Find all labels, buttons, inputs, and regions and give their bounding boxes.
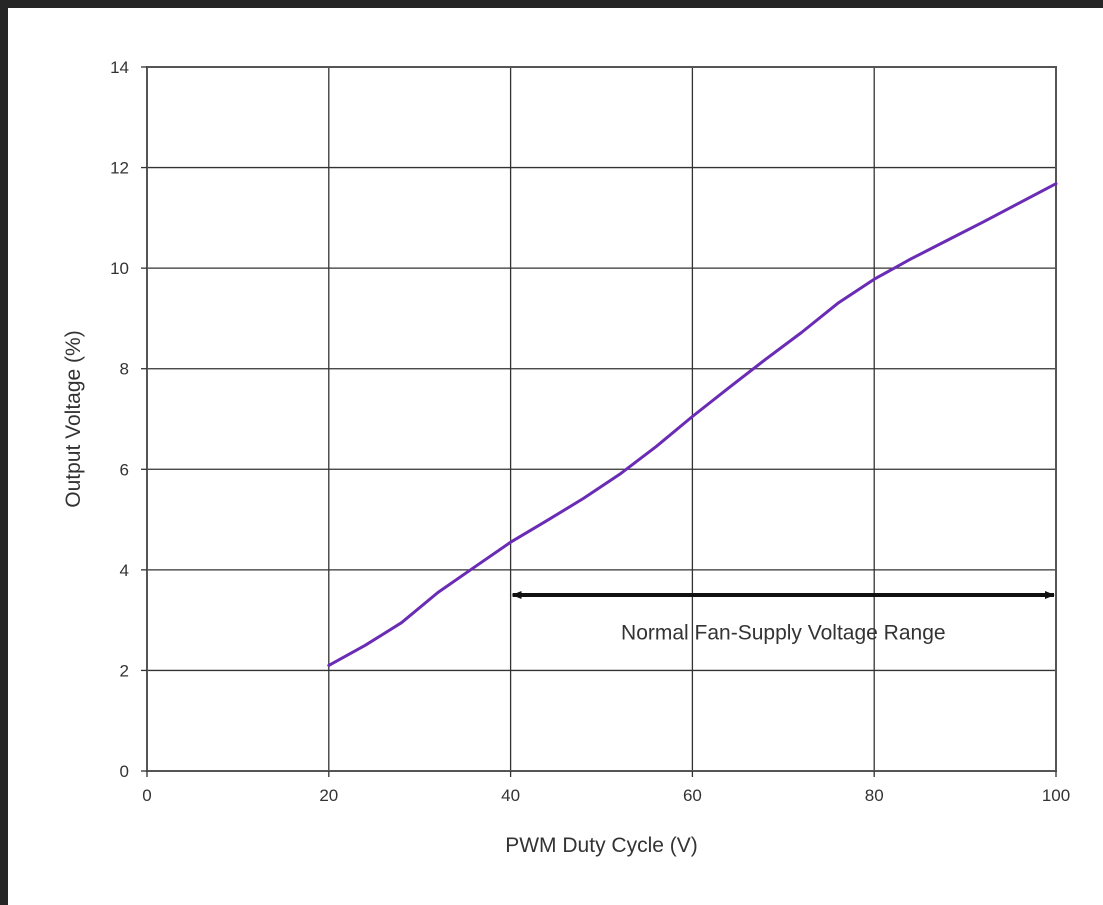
y-tick-label: 8 bbox=[120, 360, 129, 379]
y-tick-label: 10 bbox=[110, 259, 129, 278]
x-tick-label: 80 bbox=[865, 786, 884, 805]
x-tick-label: 40 bbox=[501, 786, 520, 805]
x-axis-ticks: 0 20 40 60 80 100 bbox=[142, 771, 1070, 805]
y-tick-label: 6 bbox=[120, 460, 129, 479]
series-line bbox=[327, 182, 1058, 667]
x-tick-label: 100 bbox=[1042, 786, 1070, 805]
y-tick-label: 0 bbox=[120, 762, 129, 781]
y-tick-label: 2 bbox=[120, 661, 129, 680]
annotation-layer: Normal Fan-Supply Voltage Range bbox=[511, 591, 1055, 645]
y-tick-label: 12 bbox=[110, 159, 129, 178]
x-tick-label: 0 bbox=[142, 786, 151, 805]
y-axis-title: Output Voltage (%) bbox=[62, 330, 85, 507]
x-tick-label: 60 bbox=[683, 786, 702, 805]
y-axis-ticks: 0 2 4 6 8 10 12 14 bbox=[110, 58, 147, 781]
range-annotation-label: Normal Fan-Supply Voltage Range bbox=[621, 622, 946, 645]
x-axis-title: PWM Duty Cycle (V) bbox=[505, 834, 698, 857]
x-tick-label: 20 bbox=[319, 786, 338, 805]
grid-lines bbox=[147, 67, 1056, 771]
y-tick-label: 4 bbox=[120, 561, 129, 580]
plot-area-border bbox=[146, 66, 1057, 772]
series-layer bbox=[327, 182, 1058, 667]
y-tick-label: 14 bbox=[110, 58, 129, 77]
